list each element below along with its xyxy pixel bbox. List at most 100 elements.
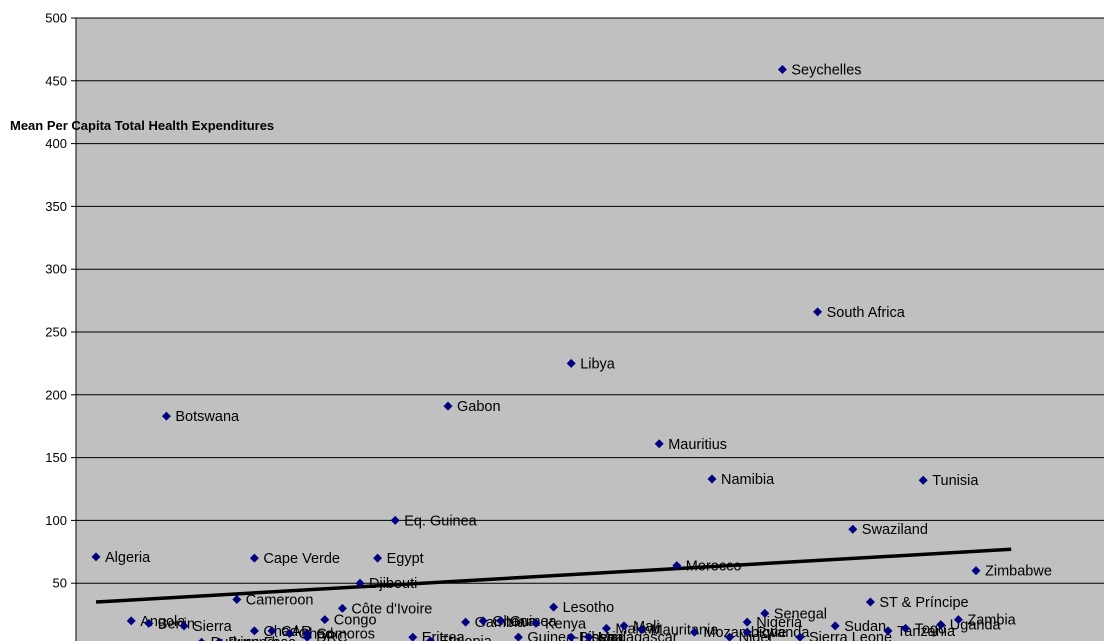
data-point	[971, 566, 981, 576]
data-point	[249, 626, 259, 636]
data-point-label: Egypt	[387, 551, 424, 567]
data-point	[566, 358, 576, 368]
data-point	[689, 627, 699, 637]
data-point-label: Cameroon	[246, 593, 314, 609]
y-tick-label: 0	[60, 639, 67, 641]
data-point	[637, 625, 647, 635]
data-point-label: Mauritius	[668, 437, 727, 453]
trendline-group	[95, 547, 1012, 604]
data-point-label: Burundi	[228, 635, 278, 641]
data-point-label: Ghana	[492, 614, 536, 630]
data-point-label: Cape Verde	[263, 551, 340, 567]
data-point	[232, 595, 242, 605]
data-point-label: Tunisia	[932, 473, 979, 489]
data-point	[830, 621, 840, 631]
data-point	[936, 620, 946, 630]
data-point-label: Eritrea	[422, 630, 466, 641]
data-point-label: Angola	[140, 614, 186, 630]
data-point-label: Namibia	[721, 472, 775, 488]
data-point	[249, 553, 259, 563]
data-point-label: Kenya	[545, 616, 587, 632]
y-axis-title: Mean Per Capita Total Health Expenditure…	[10, 118, 274, 133]
y-tick-label: 250	[45, 325, 67, 340]
data-point-label: Uganda	[950, 618, 1002, 634]
data-point-label: Comoros	[316, 626, 375, 641]
data-point	[566, 632, 576, 641]
data-point	[848, 524, 858, 534]
data-point-label: Madagascar	[598, 630, 678, 641]
data-point	[901, 623, 911, 633]
data-point-label: South Africa	[827, 305, 906, 321]
data-point-label: Seychelles	[791, 62, 861, 78]
data-point	[126, 616, 136, 626]
data-point	[267, 626, 277, 636]
data-point	[320, 615, 330, 625]
data-point-label: Liberia	[580, 630, 624, 641]
data-point-label: Eq. Guinea	[404, 513, 477, 529]
y-tick-label: 450	[45, 73, 67, 88]
y-tick-label: 150	[45, 450, 67, 465]
data-point	[285, 628, 295, 638]
data-point	[461, 617, 471, 627]
data-point-label: Côte d'Ivoire	[351, 601, 432, 617]
data-point	[443, 401, 453, 411]
data-point-label: Lesotho	[563, 600, 615, 616]
data-point-label: Libya	[580, 356, 616, 372]
data-point	[619, 621, 629, 631]
data-point	[425, 636, 435, 641]
data-point-label: Algeria	[105, 550, 151, 566]
y-axis: 0 50 100 150 200 250 300 350 400 450 500	[45, 11, 77, 641]
data-point	[198, 637, 205, 641]
data-point	[496, 616, 506, 626]
y-tick-label: 50	[53, 576, 67, 591]
data-point-label: Senegal	[774, 606, 827, 622]
data-point	[707, 474, 717, 484]
data-point	[355, 578, 365, 588]
data-point	[918, 475, 928, 485]
data-point	[302, 632, 312, 641]
trendline	[95, 547, 1012, 604]
data-point-label: Niger	[739, 630, 774, 641]
data-point-label: Sudan	[844, 619, 886, 635]
data-point-label: Sierra	[193, 619, 233, 635]
gridlines	[76, 17, 1104, 584]
data-point	[953, 615, 963, 625]
data-point-label: ST & Príncipe	[879, 595, 968, 611]
data-point	[390, 515, 400, 525]
plot-area	[76, 18, 1104, 641]
data-point-label: Mauritania	[651, 623, 720, 639]
data-point-label: Djibouti	[369, 576, 417, 592]
data-point	[813, 307, 823, 317]
data-point	[725, 632, 735, 641]
data-point	[161, 411, 171, 421]
data-point	[373, 553, 383, 563]
data-point	[408, 632, 418, 641]
data-point-label: Morocco	[686, 559, 742, 575]
data-point	[865, 597, 875, 607]
data-point	[883, 626, 893, 636]
data-point	[144, 618, 154, 628]
data-point-label: Swaziland	[862, 522, 928, 538]
data-point-label: Gabon	[457, 399, 501, 415]
data-point	[179, 621, 189, 631]
data-point-label: Nigeria	[756, 615, 803, 631]
data-point	[760, 608, 770, 618]
y-tick-label: 400	[45, 136, 67, 151]
data-point	[654, 439, 664, 449]
data-point	[549, 602, 559, 612]
data-point	[215, 637, 223, 641]
data-point-label: Guinea-Bissau	[527, 630, 622, 641]
data-point-label: Congo	[334, 613, 377, 629]
data-point	[795, 632, 805, 641]
data-point-label: Zambia	[967, 613, 1016, 629]
data-point	[513, 632, 523, 641]
data-point	[91, 552, 101, 562]
data-point-label: Ethiopia	[439, 634, 492, 641]
y-tick-label: 350	[45, 199, 67, 214]
data-point	[742, 617, 752, 627]
data-point	[742, 627, 752, 637]
y-tick-label: 100	[45, 513, 67, 528]
data-point	[337, 603, 347, 613]
